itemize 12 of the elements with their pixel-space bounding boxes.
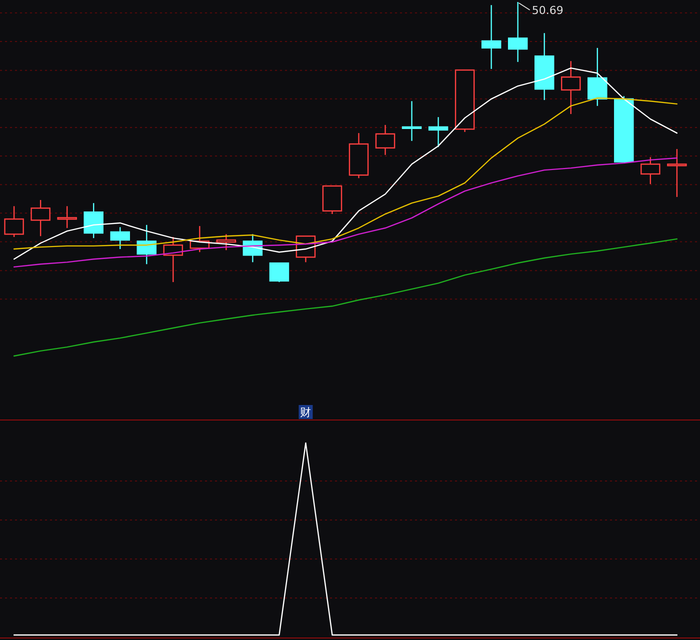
candlestick	[57, 206, 77, 229]
candlestick	[667, 148, 687, 198]
candlestick	[534, 32, 554, 101]
candlestick	[348, 132, 369, 179]
candlestick	[136, 224, 157, 265]
candlestick	[560, 60, 581, 115]
text: 财	[300, 406, 312, 419]
candlestick	[481, 4, 502, 70]
candlestick	[402, 100, 422, 142]
candlestick	[375, 124, 396, 156]
candlestick	[428, 116, 448, 148]
annotation: 50.69	[532, 4, 564, 17]
